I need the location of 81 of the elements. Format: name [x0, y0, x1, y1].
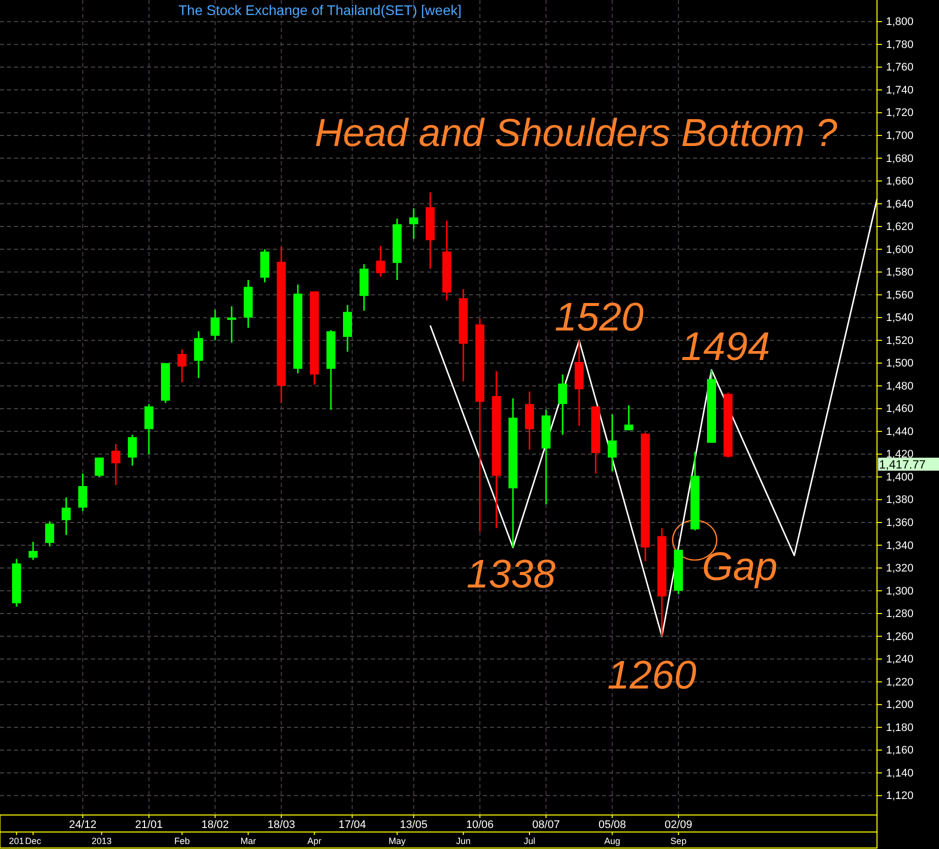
candlestick [608, 414, 617, 472]
y-tick-label: 1,240 [886, 654, 914, 666]
y-tick-label: 1,520 [886, 334, 914, 347]
y-tick-label: 1,260 [886, 630, 914, 643]
annotation: 1494 [681, 324, 770, 369]
chart-title: The Stock Exchange of Thailand(SET) [week] [178, 2, 462, 18]
x2-tick-label: 201 [9, 836, 24, 846]
x2-tick-label: 2013 [92, 836, 112, 846]
candlestick [409, 208, 418, 240]
x2-tick-label: May [388, 836, 406, 846]
candlestick [28, 541, 38, 561]
x-tick-label: 08/07 [532, 819, 560, 831]
y-tick-label: 1,280 [886, 608, 914, 620]
y-tick-label: 1,700 [886, 130, 914, 142]
x-tick-label: 13/05 [400, 819, 428, 831]
candlestick [144, 403, 154, 455]
candlestick [111, 443, 120, 486]
x2-tick-label: Jul [524, 836, 536, 846]
candlestick [624, 404, 634, 432]
y-tick-label: 1,440 [886, 426, 914, 438]
x-tick-label: 18/02 [201, 819, 229, 831]
x-tick-label: 24/12 [68, 819, 96, 831]
x-tick-label: 21/01 [135, 819, 163, 831]
annotation: 1520 [554, 295, 644, 340]
y-tick-label: 1,800 [886, 16, 914, 28]
y-tick-label: 1,200 [886, 699, 914, 712]
candlestick [128, 434, 137, 466]
y-tick-label: 1,380 [886, 494, 914, 506]
candlestick [558, 374, 568, 436]
x2-tick-label: Aug [604, 836, 620, 846]
candlestick [94, 456, 104, 478]
candlestick [45, 520, 54, 548]
y-tick-label: 1,480 [886, 380, 914, 392]
y-tick-label: 1,180 [886, 722, 914, 734]
y-tick-label: 1,460 [886, 403, 914, 416]
y-tick-label: 1,780 [886, 38, 914, 51]
y-tick-label: 1,680 [886, 152, 914, 165]
y-tick-label: 1,620 [886, 221, 914, 234]
y-tick-label: 1,360 [886, 516, 914, 529]
y-tick-label: 1,500 [886, 358, 914, 370]
candlestick [210, 308, 220, 342]
y-tick-label: 1,640 [886, 198, 914, 210]
y-tick-label: 1,540 [886, 312, 914, 324]
x2-tick-label: Jun [456, 836, 471, 846]
y-tick-label: 1,340 [886, 540, 914, 552]
text: 1,417.77 [879, 458, 926, 472]
y-tick-label: 1,300 [886, 585, 914, 598]
y-tick-label: 1,740 [886, 84, 914, 96]
candlestick [178, 348, 187, 384]
x2-tick-label: Dec [25, 836, 42, 846]
candlestick [62, 496, 71, 536]
y-tick-label: 1,220 [886, 676, 914, 688]
candlestick [194, 330, 204, 379]
y-tick-label: 1,400 [886, 471, 914, 484]
x2-tick-label: Sep [670, 836, 686, 846]
y-tick-label: 1,560 [886, 289, 914, 302]
y-tick-label: 1,600 [886, 244, 914, 256]
line-series [429, 198, 878, 638]
y-tick-label: 1,660 [886, 176, 914, 188]
x-tick-label: 18/03 [268, 819, 296, 831]
x-tick-label: 10/06 [466, 819, 494, 831]
y-tick-label: 1,580 [886, 266, 914, 279]
candlestick [78, 472, 88, 512]
x2-tick-label: Apr [307, 836, 322, 846]
x-tick-label: 05/08 [598, 819, 626, 831]
x-tick-label: 17/04 [338, 819, 366, 831]
annotation: Gap [702, 545, 778, 590]
x2-tick-label: Mar [240, 836, 256, 846]
y-tick-label: 1,140 [886, 767, 914, 780]
candlestick [376, 245, 386, 278]
annotation: 1338 [466, 552, 556, 597]
annotation: Head and Shoulders Bottom ? [314, 112, 838, 155]
y-tick-label: 1,160 [886, 744, 914, 757]
y-tick-label: 1,720 [886, 107, 914, 120]
y-tick-label: 1,120 [886, 790, 914, 802]
annotation: 1260 [607, 653, 696, 698]
x-tick-label: 02/09 [664, 819, 692, 831]
x2-tick-label: Feb [174, 836, 190, 846]
y-tick-label: 1,320 [886, 562, 914, 575]
y-tick-label: 1,760 [886, 62, 914, 74]
candlestick [227, 305, 236, 344]
